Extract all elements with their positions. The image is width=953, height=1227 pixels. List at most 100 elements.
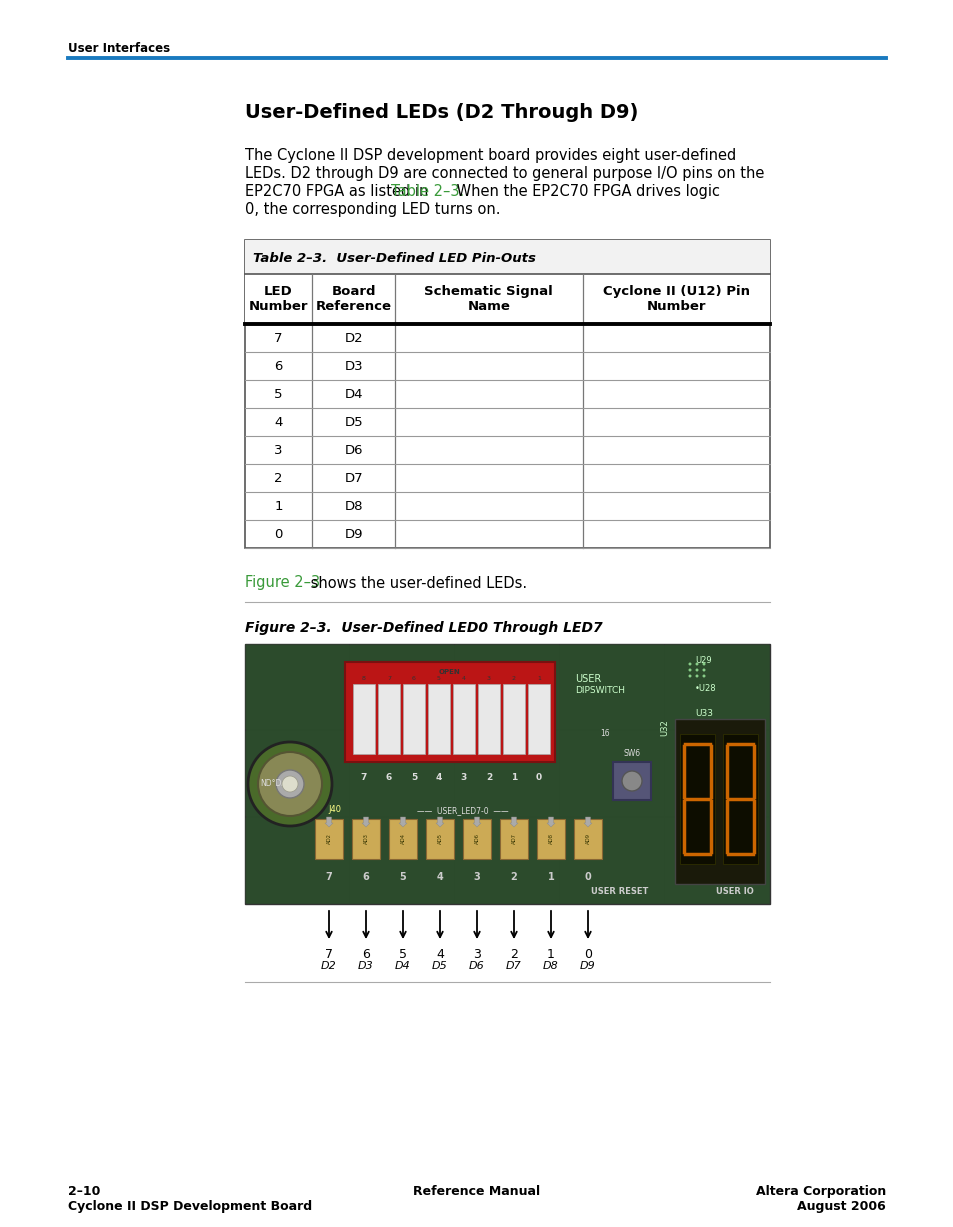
Bar [245,644,769,904]
Bar [426,818,454,859]
Text: Board
Reference: Board Reference [315,285,392,313]
Bar [559,644,663,729]
Text: 0: 0 [274,528,282,541]
Text: User-Defined LEDs (D2 Through D9): User-Defined LEDs (D2 Through D9) [245,103,638,121]
Circle shape [621,771,641,791]
Text: 5: 5 [399,872,406,882]
Text: 7: 7 [325,872,332,882]
Text: Table 2–3.: Table 2–3. [391,184,464,199]
Text: 1: 1 [547,872,554,882]
Text: USER RESET: USER RESET [591,887,648,897]
Bar [502,683,524,755]
Text: 8: 8 [362,676,366,681]
Text: U33: U33 [695,709,712,718]
Bar [477,683,499,755]
Bar [245,240,769,548]
Text: 3: 3 [473,872,480,882]
Text: EP2C70 FPGA as listed in: EP2C70 FPGA as listed in [245,184,428,199]
Bar [574,818,601,859]
Text: 2: 2 [274,471,282,485]
Text: 1: 1 [511,773,517,782]
FancyArrow shape [473,817,480,827]
Text: August 2006: August 2006 [797,1200,885,1214]
Text: D6: D6 [344,443,362,456]
FancyArrow shape [325,817,333,827]
Text: 4: 4 [436,872,443,882]
Text: LED
Number: LED Number [249,285,308,313]
Text: 0: 0 [583,947,592,961]
Bar [245,731,349,816]
Text: 2: 2 [485,773,492,782]
Text: •U28: •U28 [695,683,716,693]
Text: OPEN: OPEN [438,669,460,675]
Text: ——  USER_LED7-0  ——: —— USER_LED7-0 —— [416,806,508,816]
Text: D9: D9 [344,528,362,541]
Text: AD9: AD9 [585,833,590,844]
Text: 3: 3 [486,676,491,681]
Text: USER: USER [575,674,600,683]
FancyArrow shape [361,817,370,827]
Text: 4: 4 [274,416,282,428]
Circle shape [248,742,332,826]
Bar [455,818,558,903]
FancyArrow shape [436,817,443,827]
Circle shape [695,669,698,671]
Text: User Interfaces: User Interfaces [68,42,170,54]
Text: 7: 7 [387,676,391,681]
Bar [352,818,379,859]
Text: 0, the corresponding LED turns on.: 0, the corresponding LED turns on. [245,202,500,217]
Text: 6: 6 [385,773,392,782]
Text: shows the user-defined LEDs.: shows the user-defined LEDs. [306,575,527,590]
Bar [664,731,768,816]
Bar [462,818,491,859]
Bar [245,818,349,903]
Bar [245,274,769,324]
Text: SW6: SW6 [622,750,639,758]
Text: 1: 1 [546,947,555,961]
Bar [664,644,768,729]
Bar [675,719,764,883]
Text: 4: 4 [436,773,442,782]
Text: USER IO: USER IO [716,887,753,897]
Circle shape [688,663,691,665]
Text: DIPSWITCH: DIPSWITCH [575,686,624,694]
Bar [613,762,650,800]
Circle shape [701,663,705,665]
Bar [350,818,454,903]
Text: U32: U32 [659,719,668,736]
Text: D5: D5 [344,416,362,428]
Text: 7: 7 [360,773,367,782]
Text: 5: 5 [398,947,407,961]
Text: AD5: AD5 [437,833,442,844]
Circle shape [282,775,297,791]
Bar [455,731,558,816]
Text: 6: 6 [362,872,369,882]
Text: D4: D4 [395,961,411,971]
Bar [537,818,564,859]
Text: U29: U29 [695,656,711,665]
FancyArrow shape [510,817,517,827]
Text: AD7: AD7 [511,833,516,844]
Text: LEDs. D2 through D9 are connected to general purpose I/O pins on the: LEDs. D2 through D9 are connected to gen… [245,166,763,182]
Text: 2–10: 2–10 [68,1185,100,1198]
Text: 2: 2 [512,676,516,681]
FancyArrow shape [546,817,555,827]
Bar [722,734,758,864]
Text: D3: D3 [357,961,374,971]
Circle shape [257,752,322,816]
Text: AD6: AD6 [474,833,479,844]
Bar [350,731,454,816]
Text: 3: 3 [460,773,467,782]
Text: 4: 4 [436,947,443,961]
Circle shape [695,663,698,665]
Bar [527,683,550,755]
Circle shape [688,669,691,671]
FancyArrow shape [583,817,592,827]
Bar [245,644,349,729]
Text: Figure 2–3.  User-Defined LED0 Through LED7: Figure 2–3. User-Defined LED0 Through LE… [245,621,602,636]
Text: D7: D7 [344,471,362,485]
Text: Figure 2–3: Figure 2–3 [245,575,320,590]
Bar [402,683,424,755]
Text: 6: 6 [362,947,370,961]
Text: D5: D5 [432,961,447,971]
